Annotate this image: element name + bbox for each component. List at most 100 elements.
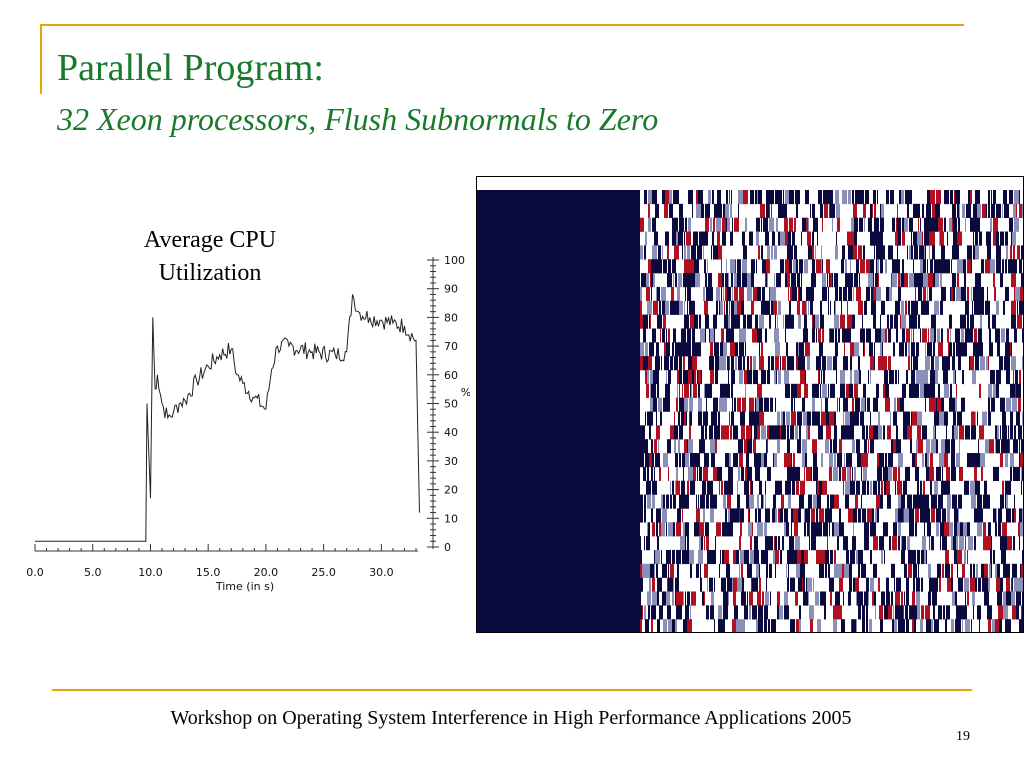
heatmap-cell	[835, 342, 838, 357]
heatmap-cell	[765, 494, 766, 509]
heatmap-cell	[1013, 466, 1016, 482]
heatmap-cell	[903, 508, 904, 523]
heatmap-cell	[926, 439, 930, 454]
heatmap-cell	[965, 342, 967, 357]
heatmap-cell	[856, 480, 860, 495]
heatmap-cell	[921, 605, 924, 620]
heatmap-cell	[778, 231, 780, 246]
heatmap-cell	[664, 203, 668, 218]
heatmap-cell	[901, 536, 902, 551]
heatmap-cell	[702, 591, 704, 606]
heatmap-cell	[1003, 190, 1007, 205]
heatmap-cell	[996, 300, 999, 315]
heatmap-cell	[1009, 342, 1010, 357]
heatmap-cell	[675, 577, 679, 592]
heatmap-cell	[732, 217, 733, 232]
heatmap-cell	[753, 356, 756, 371]
heatmap-cell	[912, 314, 917, 329]
heatmap-cell	[987, 245, 991, 260]
processor-activity-heatmap	[476, 176, 1024, 633]
heatmap-cell	[806, 577, 807, 592]
heatmap-cell	[727, 494, 731, 509]
heatmap-cell	[850, 411, 855, 426]
heatmap-cell	[917, 411, 922, 426]
heatmap-cell	[789, 217, 793, 232]
heatmap-cell	[737, 273, 741, 288]
heatmap-cell	[962, 259, 963, 274]
heatmap-cell	[940, 300, 943, 315]
heatmap-cell	[657, 383, 659, 398]
heatmap-cell	[1005, 286, 1009, 302]
heatmap-cell	[885, 259, 887, 274]
heatmap-cell	[935, 356, 937, 371]
heatmap-cell	[944, 383, 949, 398]
heatmap-cell	[646, 273, 649, 288]
heatmap-cell	[650, 383, 651, 398]
heatmap-cell	[967, 259, 971, 274]
heatmap-cell	[759, 453, 761, 468]
heatmap-cell	[795, 425, 798, 440]
heatmap-cell	[817, 383, 819, 398]
heatmap-cell	[953, 231, 957, 246]
heatmap-cell	[690, 605, 691, 620]
heatmap-cell	[749, 591, 753, 606]
heatmap-cell	[706, 536, 709, 551]
heatmap-cell	[953, 369, 955, 385]
heatmap-cell	[990, 259, 995, 274]
heatmap-cell	[684, 411, 686, 426]
heatmap-cell	[853, 480, 855, 495]
heatmap-cell	[883, 522, 888, 537]
heatmap-cell	[751, 259, 755, 274]
heatmap-cell	[936, 466, 940, 482]
heatmap-cell	[722, 522, 726, 537]
heatmap-cell	[1006, 369, 1010, 385]
heatmap-cell	[829, 522, 830, 537]
heatmap-cell	[822, 259, 823, 274]
heatmap-cell	[959, 536, 964, 551]
heatmap-cell	[1019, 619, 1023, 633]
heatmap-cell	[1004, 536, 1007, 551]
heatmap-cell	[935, 203, 940, 218]
heatmap-cell	[674, 190, 679, 205]
heatmap-cell	[854, 231, 857, 246]
heatmap-cell	[807, 231, 811, 246]
heatmap-cell	[975, 245, 979, 260]
heatmap-cell	[1010, 619, 1011, 633]
heatmap-cell	[730, 203, 732, 218]
heatmap-cell	[864, 453, 868, 468]
heatmap-cell	[927, 259, 928, 274]
y-axis-label: %	[461, 386, 470, 399]
heatmap-cell	[747, 314, 752, 329]
heatmap-cell	[873, 425, 878, 440]
heatmap-cell	[754, 411, 759, 426]
heatmap-cell	[695, 273, 700, 288]
heatmap-cell	[911, 245, 913, 260]
heatmap-cell	[822, 480, 827, 495]
heatmap-cell	[944, 259, 947, 274]
heatmap-cell	[747, 369, 752, 385]
heatmap-cell	[640, 619, 642, 633]
heatmap-cell	[755, 314, 758, 329]
heatmap-cell	[710, 494, 714, 509]
heatmap-cell	[1003, 563, 1005, 578]
heatmap-cell	[911, 231, 912, 246]
heatmap-cell	[775, 342, 780, 357]
heatmap-cell	[993, 231, 996, 246]
heatmap-cell	[809, 286, 814, 302]
heatmap-cell	[712, 231, 714, 246]
heatmap-cell	[704, 231, 708, 246]
heatmap-cell	[669, 190, 672, 205]
heatmap-cell	[947, 328, 949, 343]
heatmap-cell	[846, 453, 849, 468]
heatmap-cell	[721, 480, 723, 495]
heatmap-cell	[747, 356, 749, 371]
heatmap-cell	[704, 383, 705, 398]
heatmap-cell	[924, 508, 926, 523]
heatmap-cell	[662, 328, 665, 343]
heatmap-cell	[897, 217, 901, 232]
heatmap-cell	[806, 300, 807, 315]
heatmap-cell	[785, 383, 790, 398]
heatmap-cell	[1004, 203, 1009, 218]
heatmap-cell	[1008, 356, 1010, 371]
heatmap-cell	[716, 300, 718, 315]
